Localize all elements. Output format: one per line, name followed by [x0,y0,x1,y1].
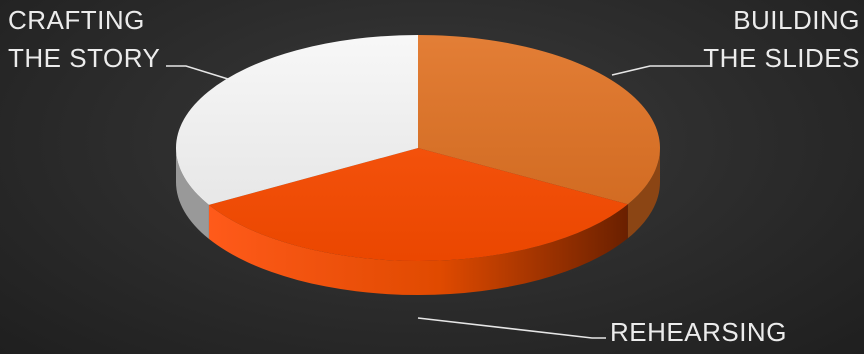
leader-line-building [611,65,712,76]
pie-top-sheen [176,35,660,261]
leader-line-rehearsing [417,317,606,339]
pie-side-0 [627,148,660,239]
slice-label-crafting-the-story: CRAFTING THE STORY [8,5,229,80]
label-rehearsing: REHEARSING [610,317,787,347]
label-building-line2: THE SLIDES [703,43,860,73]
leader-line-crafting [166,65,229,80]
pie-side-1 [208,204,628,295]
pie-side-2 [176,148,209,239]
slice-label-rehearsing: REHEARSING [417,317,787,347]
label-crafting-line1: CRAFTING [8,5,145,35]
label-crafting-line2: THE STORY [8,43,160,73]
slice-label-building-the-slides: BUILDING THE SLIDES [611,5,860,76]
label-building-line1: BUILDING [733,5,860,35]
